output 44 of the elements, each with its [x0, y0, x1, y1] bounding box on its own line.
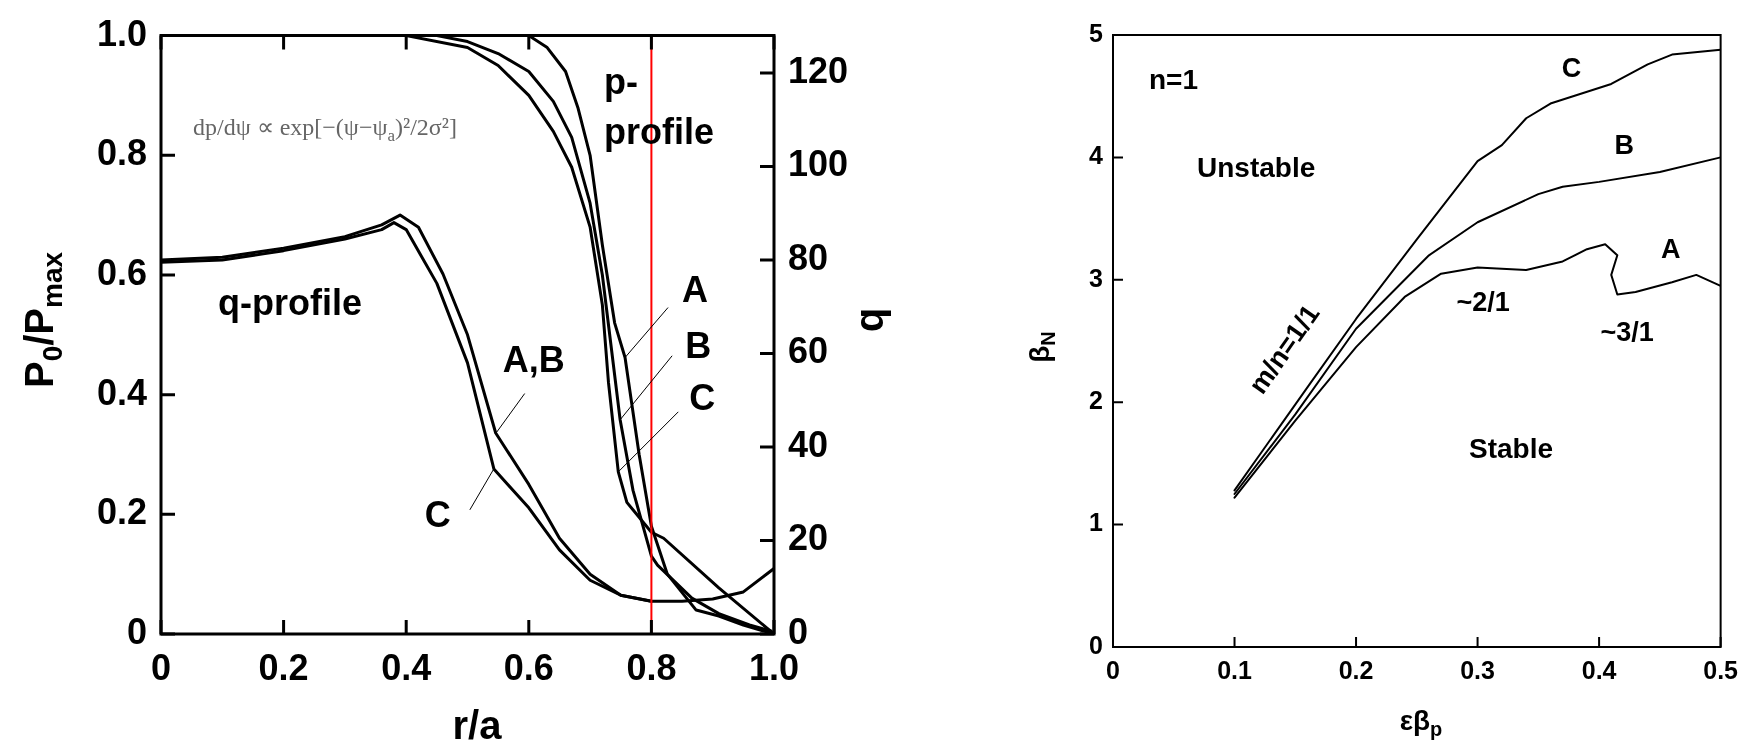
annotation: A,B — [502, 339, 565, 381]
annotation: Stable — [1469, 432, 1554, 464]
y-tick-label: 4 — [1089, 141, 1104, 170]
x-tick-label: 0.2 — [1338, 655, 1374, 684]
y-axis-title: βN — [1023, 331, 1059, 363]
x-axis-title: r/a — [452, 703, 503, 748]
y-tick-label: 0.4 — [96, 371, 147, 413]
y2-tick-label: 40 — [788, 423, 829, 465]
x-tick-label: 0.3 — [1460, 655, 1495, 684]
annotation: q-profile — [218, 281, 362, 323]
x-tick-label: 0.4 — [1581, 655, 1617, 684]
x-tick-label: 0.5 — [1703, 655, 1739, 684]
y-tick-label: 0.6 — [96, 251, 147, 293]
x-tick-label: 0.1 — [1217, 655, 1252, 684]
x-tick-label: 0.8 — [626, 646, 677, 688]
y2-tick-label: 20 — [788, 517, 829, 559]
y2-axis-title: q — [847, 307, 892, 333]
annotation: ~3/1 — [1600, 316, 1654, 347]
x-tick-label: 0.4 — [381, 646, 432, 688]
y-axis-title: P0/Pmax — [17, 251, 68, 389]
y-tick-label: 1.0 — [96, 12, 147, 54]
y2-tick-label: 120 — [788, 49, 849, 91]
annotation: ~2/1 — [1456, 287, 1510, 318]
y-tick-label: 1 — [1089, 508, 1104, 537]
y-tick-label: 0.2 — [96, 491, 147, 533]
y-tick-label: 0.8 — [96, 132, 147, 174]
x-tick-label: 0.6 — [503, 646, 554, 688]
annotation: A — [1661, 233, 1681, 264]
y-tick-label: 0 — [126, 610, 147, 652]
y2-tick-label: 80 — [788, 236, 829, 278]
annotation: B — [1614, 130, 1634, 161]
y2-tick-label: 60 — [788, 330, 829, 372]
annotation: A — [682, 269, 709, 311]
y-tick-label: 5 — [1089, 18, 1104, 47]
annotation: C — [689, 376, 716, 418]
annotation: C — [1561, 52, 1582, 83]
y-tick-label: 3 — [1089, 263, 1103, 292]
y2-tick-label: 100 — [788, 143, 849, 185]
annotation: Unstable — [1197, 151, 1316, 183]
y-tick-label: 2 — [1089, 386, 1103, 415]
annotation: B — [685, 324, 712, 366]
annotation: C — [424, 493, 451, 535]
x-tick-label: 0.2 — [258, 646, 309, 688]
annotation: n=1 — [1149, 63, 1199, 95]
